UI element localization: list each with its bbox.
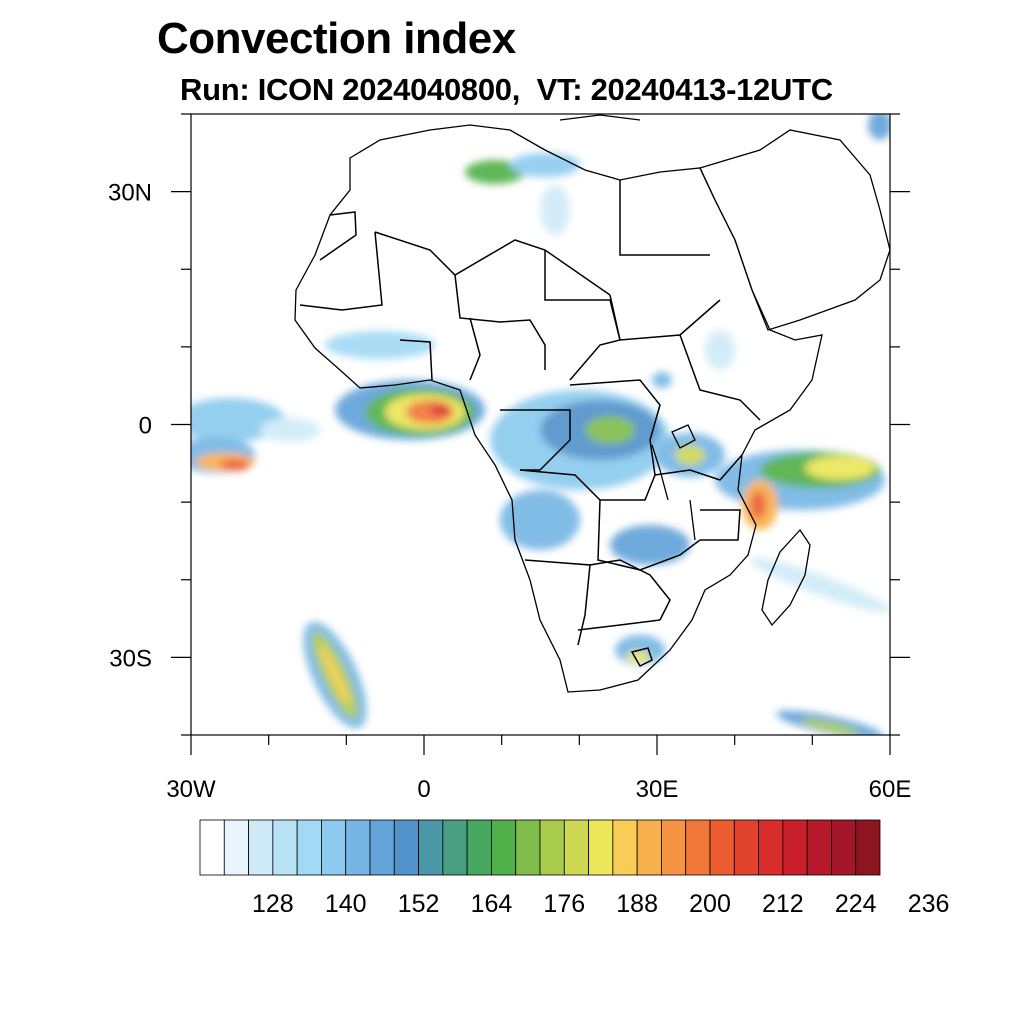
colorbar-swatch bbox=[831, 819, 857, 876]
colorbar-label: 212 bbox=[762, 890, 804, 918]
colorbar-swatch bbox=[248, 819, 274, 876]
colorbar: 128 140 152 164 176 188 200 212 224 236 bbox=[199, 819, 950, 918]
lat-label: 30N bbox=[108, 180, 152, 207]
lat-label: 0 bbox=[139, 413, 152, 440]
colorbar-swatch bbox=[636, 819, 662, 876]
chart-subtitle: Run: ICON 2024040800, VT: 20240413-12UTC bbox=[180, 72, 833, 107]
chart-title: Convection index bbox=[157, 14, 516, 63]
colorbar-swatch bbox=[733, 819, 759, 876]
axis-ticks: 30W 0 30E 60E 30N 0 30S bbox=[108, 113, 912, 803]
lakes bbox=[651, 424, 696, 541]
colorbar-swatch bbox=[563, 819, 589, 876]
convection-field bbox=[191, 114, 890, 735]
colorbar-label: 128 bbox=[252, 890, 294, 918]
lat-label: 30S bbox=[109, 645, 152, 672]
colorbar-swatch bbox=[442, 819, 468, 876]
colorbar-swatch bbox=[782, 819, 808, 876]
colorbar-swatch bbox=[321, 819, 347, 876]
colorbar-label: 224 bbox=[835, 890, 877, 918]
coastlines bbox=[294, 114, 890, 693]
colorbar-swatch bbox=[199, 819, 225, 876]
colorbar-label: 140 bbox=[325, 890, 367, 918]
colorbar-swatch bbox=[612, 819, 638, 876]
colorbar-swatch bbox=[466, 819, 492, 876]
country-borders bbox=[299, 180, 761, 667]
colorbar-label: 236 bbox=[908, 890, 950, 918]
lon-label: 0 bbox=[417, 776, 430, 803]
map-field bbox=[191, 114, 890, 735]
colorbar-swatch bbox=[272, 819, 298, 876]
colorbar-swatch bbox=[223, 819, 249, 876]
colorbar-swatch bbox=[539, 819, 565, 876]
colorbar-swatch bbox=[393, 819, 419, 876]
colorbar-swatch bbox=[296, 819, 322, 876]
colorbar-swatch bbox=[345, 819, 371, 876]
colorbar-label: 176 bbox=[543, 890, 585, 918]
colorbar-swatch bbox=[758, 819, 784, 876]
colorbar-swatch bbox=[588, 819, 614, 876]
colorbar-swatch bbox=[369, 819, 395, 876]
colorbar-swatch bbox=[515, 819, 541, 876]
colorbar-label: 152 bbox=[398, 890, 440, 918]
colorbar-swatch bbox=[661, 819, 687, 876]
colorbar-swatch bbox=[685, 819, 711, 876]
colorbar-swatch bbox=[709, 819, 735, 876]
colorbar-swatch bbox=[806, 819, 832, 876]
colorbar-label: 188 bbox=[616, 890, 658, 918]
lon-label: 30W bbox=[166, 776, 216, 803]
lon-label: 30E bbox=[636, 776, 679, 803]
colorbar-swatch bbox=[491, 819, 517, 876]
lon-label: 60E bbox=[869, 776, 912, 803]
colorbar-label: 164 bbox=[471, 890, 513, 918]
colorbar-swatch bbox=[418, 819, 444, 876]
colorbar-swatch bbox=[855, 819, 881, 876]
colorbar-label: 200 bbox=[689, 890, 731, 918]
